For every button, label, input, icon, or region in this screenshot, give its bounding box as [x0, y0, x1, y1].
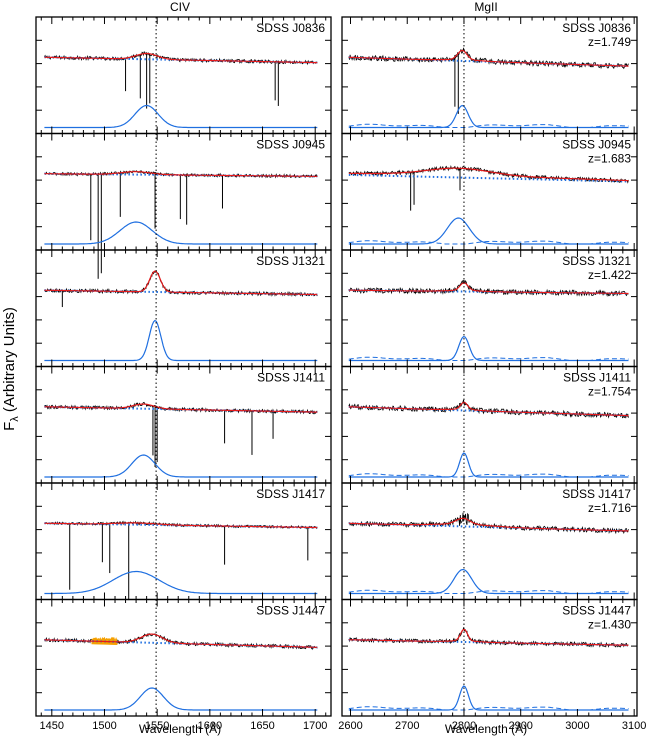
spectrum-line — [348, 399, 629, 419]
svg-text:Fλ (Arbitrary Units): Fλ (Arbitrary Units) — [1, 307, 21, 431]
broad-line-component — [44, 687, 318, 711]
y-axis-label-subscript: λ — [9, 416, 21, 422]
x-axis-label-civ: Wavelength (Å) — [139, 721, 221, 736]
iron-template-component — [348, 356, 629, 361]
broad-line-component — [44, 454, 318, 478]
total-model-fit — [348, 49, 629, 67]
broad-line-component — [348, 217, 629, 245]
broad-line-component — [348, 452, 629, 478]
spectrum-line — [348, 47, 629, 70]
redshift-label: z=1.754 — [588, 385, 631, 399]
x-axis-label-mgii: Wavelength (Å) — [445, 721, 527, 736]
iron-template-component — [348, 123, 629, 128]
continuum-fit — [348, 173, 629, 183]
object-name-label: SDSS J1417 — [256, 487, 325, 501]
object-name-label: SDSS J0836 — [256, 21, 325, 35]
total-model-fit — [348, 517, 629, 532]
broad-line-component — [44, 104, 318, 129]
x-tick-label: 1500 — [92, 720, 116, 732]
x-tick-label: 1650 — [250, 720, 274, 732]
broad-line-component — [44, 570, 318, 595]
spectrum-line — [348, 165, 629, 184]
object-name-label: SDSS J0945 — [562, 138, 631, 152]
panel-civ-1: SDSS J0836 — [35, 16, 332, 135]
x-tick-label: 2800 — [452, 720, 476, 732]
broad-line-component — [348, 569, 629, 595]
redshift-label: z=1.683 — [588, 152, 631, 166]
y-axis-label: Fλ (Arbitrary Units) — [1, 307, 21, 431]
total-model-fit — [44, 52, 318, 64]
redshift-label: z=1.749 — [588, 35, 631, 49]
panel-civ-4: SDSS J1411 — [35, 365, 332, 484]
x-tick-label: 1550 — [145, 720, 169, 732]
total-model-fit — [44, 270, 318, 296]
x-tick-label: 1450 — [40, 720, 64, 732]
total-model-fit — [348, 167, 629, 182]
total-model-fit — [44, 403, 318, 413]
total-model-fit — [44, 522, 318, 529]
y-axis-label-main: F — [1, 422, 18, 431]
x-tick-label: 3000 — [565, 720, 589, 732]
broad-line-component — [44, 221, 318, 245]
x-tick-label: 1700 — [303, 720, 327, 732]
x-tick-label: 1600 — [198, 720, 222, 732]
total-model-fit — [44, 171, 318, 177]
object-name-label: SDSS J0945 — [256, 138, 325, 152]
broad-line-component — [348, 335, 629, 362]
column-title-civ: CIV — [170, 0, 190, 14]
iron-template-component — [348, 240, 629, 245]
x-tick-label: 2700 — [395, 720, 419, 732]
object-name-label: SDSS J1411 — [563, 371, 631, 385]
object-name-label: SDSS J1447 — [562, 604, 631, 618]
broad-line-component — [348, 104, 629, 129]
broad-line-component — [44, 319, 318, 362]
redshift-label: z=1.430 — [588, 618, 631, 632]
x-tick-label: 3100 — [622, 720, 646, 732]
panel-grid: SDSS J0836 SDSS J0945 SDSS J1321 SDSS J1411… — [35, 16, 646, 732]
panel-civ-6: SDSS J1447 1450 1500 1550 1600 1650 1700 — [35, 598, 332, 732]
panel-frame — [35, 598, 332, 717]
y-axis-label-rest: (Arbitrary Units) — [1, 307, 18, 416]
object-name-label: SDSS J1417 — [562, 487, 631, 501]
panel-frame — [341, 598, 638, 717]
x-tick-label: 2600 — [338, 720, 362, 732]
broad-line-component — [348, 685, 629, 711]
iron-template-component — [348, 589, 629, 594]
x-tick-label: 2900 — [508, 720, 532, 732]
iron-template-component — [348, 473, 629, 478]
column-title-mgii: MgII — [474, 0, 497, 14]
total-model-fit — [44, 633, 318, 648]
total-model-fit — [348, 628, 629, 646]
total-model-fit — [348, 401, 629, 417]
object-name-label: SDSS J1321 — [562, 254, 631, 268]
redshift-label: z=1.422 — [588, 268, 631, 282]
object-name-label: SDSS J1411 — [257, 371, 325, 385]
object-name-label: SDSS J1447 — [256, 604, 325, 618]
panel-civ-3: SDSS J1321 — [35, 249, 332, 368]
panel-civ-5: SDSS J1417 — [35, 482, 332, 601]
redshift-label: z=1.716 — [588, 501, 631, 515]
object-name-label: SDSS J1321 — [256, 254, 325, 268]
total-model-fit — [348, 282, 629, 295]
object-name-label: SDSS J0836 — [562, 21, 631, 35]
iron-template-component — [348, 706, 629, 711]
spectrum-line — [44, 632, 318, 651]
